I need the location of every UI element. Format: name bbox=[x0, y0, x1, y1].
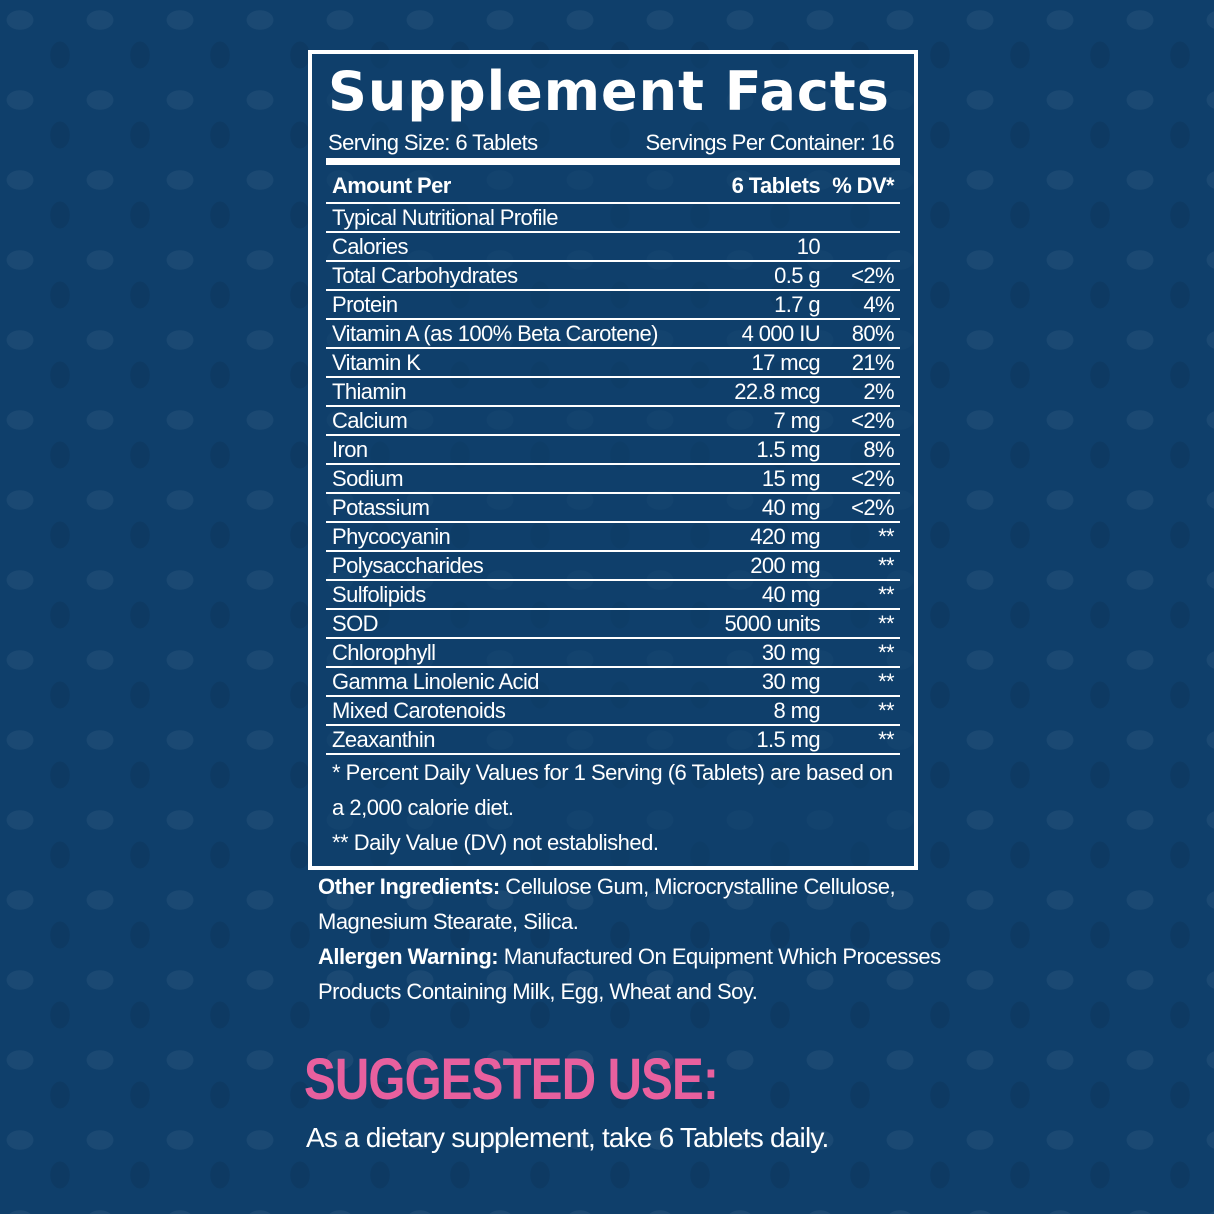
panel-title: Supplement Facts bbox=[328, 60, 890, 123]
table-row: Chlorophyll 30 mg ** bbox=[326, 639, 900, 668]
nutrient-amount: 15 mg bbox=[761, 466, 821, 491]
nutrient-name: Protein bbox=[332, 292, 398, 317]
footnote-2: a 2,000 calorie diet. bbox=[332, 795, 514, 820]
other-ingredients-text: Cellulose Gum, Microcrystalline Cellulos… bbox=[499, 874, 896, 899]
table-row: Iron 1.5 mg 8% bbox=[326, 436, 900, 465]
allergen-line2: Products Containing Milk, Egg, Wheat and… bbox=[318, 979, 758, 1004]
nutrient-name: Phycocyanin bbox=[332, 524, 451, 549]
nutrient-dv: ** bbox=[878, 553, 895, 578]
suggested-use-heading: SUGGESTED USE: bbox=[304, 1047, 719, 1112]
nutrient-name: Sulfolipids bbox=[332, 582, 426, 607]
table-row: Calories 10 bbox=[326, 233, 900, 262]
allergen-label: Allergen Warning: bbox=[318, 944, 499, 969]
nutrient-amount: 0.5 g bbox=[774, 263, 821, 288]
nutrient-name: Gamma Linolenic Acid bbox=[332, 669, 539, 694]
nutrient-dv: ** bbox=[878, 524, 895, 549]
nutrient-dv: 8% bbox=[863, 437, 894, 462]
nutrient-name: Typical Nutritional Profile bbox=[332, 205, 559, 230]
footnote-3: ** Daily Value (DV) not established. bbox=[332, 830, 659, 855]
nutrient-dv: <2% bbox=[851, 466, 894, 491]
nutrient-dv: ** bbox=[878, 611, 895, 636]
table-row: Thiamin 22.8 mcg 2% bbox=[326, 378, 900, 407]
table-row: Total Carbohydrates 0.5 g <2% bbox=[326, 262, 900, 291]
nutrient-dv: ** bbox=[878, 698, 895, 723]
divider bbox=[326, 158, 900, 165]
table-header: Amount Per 6 Tablets % DV* bbox=[326, 168, 900, 204]
nutrient-name: Sodium bbox=[332, 466, 404, 491]
table-row: Protein 1.7 g 4% bbox=[326, 291, 900, 320]
other-ingredients-line2: Magnesium Stearate, Silica. bbox=[318, 909, 579, 934]
nutrient-amount: 8 mg bbox=[773, 698, 820, 723]
nutrient-amount: 1.5 mg bbox=[756, 727, 820, 752]
nutrient-name: Calcium bbox=[332, 408, 408, 433]
nutrient-name: Total Carbohydrates bbox=[332, 263, 518, 288]
table-row: Gamma Linolenic Acid 30 mg ** bbox=[326, 668, 900, 697]
nutrient-amount: 7 mg bbox=[773, 408, 820, 433]
other-ingredients: Other Ingredients: Cellulose Gum, Microc… bbox=[318, 874, 896, 900]
nutrient-dv: ** bbox=[878, 669, 895, 694]
table-row: SOD 5000 units ** bbox=[326, 610, 900, 639]
nutrient-name: Polysaccharides bbox=[332, 553, 484, 578]
nutrient-name: SOD bbox=[332, 611, 378, 636]
suggested-use-text: As a dietary supplement, take 6 Tablets … bbox=[306, 1122, 829, 1153]
nutrient-amount: 40 mg bbox=[761, 582, 821, 607]
nutrient-amount: 200 mg bbox=[750, 553, 820, 578]
nutrient-amount: 10 bbox=[796, 234, 821, 259]
nutrient-name: Vitamin A (as 100% Beta Carotene) bbox=[332, 321, 658, 346]
table-row: Zeaxanthin 1.5 mg ** bbox=[326, 726, 900, 755]
table-row: Vitamin K 17 mcg 21% bbox=[326, 349, 900, 378]
table-row: Phycocyanin 420 mg ** bbox=[326, 523, 900, 552]
nutrient-dv: 80% bbox=[851, 321, 895, 346]
nutrient-name: Mixed Carotenoids bbox=[332, 698, 506, 723]
table-row: Vitamin A (as 100% Beta Carotene) 4 000 I… bbox=[326, 320, 900, 349]
nutrient-dv: <2% bbox=[851, 495, 894, 520]
supplement-facts-panel: Supplement Facts Serving Size: 6 Tablets… bbox=[308, 50, 918, 870]
nutrient-dv: 4% bbox=[863, 292, 894, 317]
nutrient-dv: <2% bbox=[851, 408, 894, 433]
nutrient-amount: 1.7 g bbox=[774, 292, 821, 317]
nutrient-dv: ** bbox=[878, 727, 895, 752]
nutrient-name: Potassium bbox=[332, 495, 430, 520]
nutrient-dv: 21% bbox=[851, 350, 895, 375]
nutrient-amount: 22.8 mcg bbox=[734, 379, 820, 404]
nutrient-name: Thiamin bbox=[332, 379, 407, 404]
allergen-text: Manufactured On Equipment Which Processe… bbox=[498, 944, 941, 969]
servings-per-container: Servings Per Container: 16 bbox=[645, 130, 894, 155]
nutrient-dv: ** bbox=[878, 640, 895, 665]
table-row: Sulfolipids 40 mg ** bbox=[326, 581, 900, 610]
allergen-warning: Allergen Warning: Manufactured On Equipm… bbox=[318, 944, 941, 970]
nutrient-amount: 17 mcg bbox=[751, 350, 820, 375]
serving-size: Serving Size: 6 Tablets bbox=[328, 130, 538, 155]
nutrient-amount: 420 mg bbox=[750, 524, 820, 549]
nutrient-dv: <2% bbox=[851, 263, 894, 288]
nutrient-name: Zeaxanthin bbox=[332, 727, 435, 752]
table-row: Sodium 15 mg <2% bbox=[326, 465, 900, 494]
nutrient-amount: 5000 units bbox=[724, 611, 820, 636]
nutrient-name: Calories bbox=[332, 234, 409, 259]
table-row: Calcium 7 mg <2% bbox=[326, 407, 900, 436]
nutrient-amount: 1.5 mg bbox=[756, 437, 820, 462]
header-serving: 6 Tablets bbox=[731, 173, 821, 198]
table-row: Polysaccharides 200 mg ** bbox=[326, 552, 900, 581]
nutrient-dv: ** bbox=[878, 582, 895, 607]
table-row: Mixed Carotenoids 8 mg ** bbox=[326, 697, 900, 726]
header-amount-per: Amount Per bbox=[332, 173, 451, 198]
header-dv: % DV* bbox=[832, 173, 894, 198]
other-ingredients-label: Other Ingredients: bbox=[318, 874, 500, 899]
nutrient-name: Chlorophyll bbox=[332, 640, 436, 665]
table-row: Potassium 40 mg <2% bbox=[326, 494, 900, 523]
nutrient-name: Iron bbox=[332, 437, 368, 462]
table-row: Typical Nutritional Profile bbox=[326, 204, 900, 233]
nutrient-name: Vitamin K bbox=[332, 350, 421, 375]
footnote-1: * Percent Daily Values for 1 Serving (6 … bbox=[332, 760, 893, 785]
nutrient-amount: 30 mg bbox=[761, 640, 821, 665]
nutrient-dv: 2% bbox=[863, 379, 894, 404]
nutrient-amount: 4 000 IU bbox=[741, 321, 821, 346]
nutrient-amount: 30 mg bbox=[761, 669, 821, 694]
nutrient-amount: 40 mg bbox=[761, 495, 821, 520]
